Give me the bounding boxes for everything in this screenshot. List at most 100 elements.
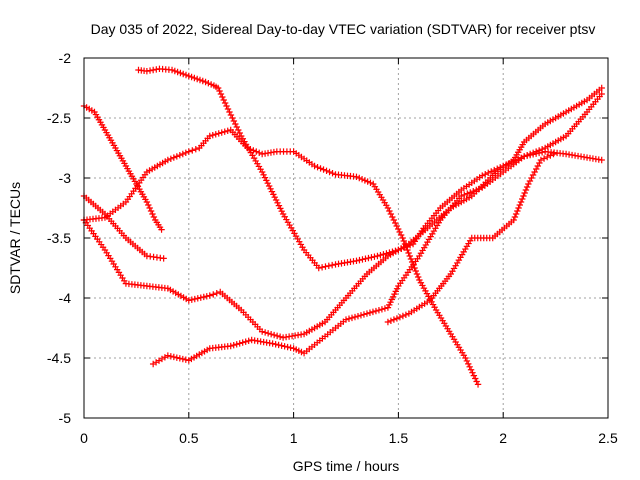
data-point-marker xyxy=(463,357,471,365)
data-point-marker xyxy=(371,253,378,260)
data-point-marker xyxy=(269,340,276,347)
data-point-marker xyxy=(535,147,543,154)
data-point-marker xyxy=(185,72,192,80)
data-point-marker xyxy=(215,130,222,137)
data-point-marker xyxy=(485,169,492,177)
data-point-marker xyxy=(173,354,181,361)
data-point-marker xyxy=(235,126,242,134)
x-tick-label: 2 xyxy=(499,430,507,446)
data-point-marker xyxy=(242,338,249,345)
data-point-marker xyxy=(253,148,260,155)
data-point-marker xyxy=(414,273,422,281)
y-tick-label: -2.5 xyxy=(47,110,71,126)
data-point-marker xyxy=(188,73,195,81)
data-point-marker xyxy=(180,70,187,78)
data-point-marker xyxy=(400,237,407,245)
data-point-marker xyxy=(322,263,329,270)
data-point-marker xyxy=(174,68,181,76)
y-tick-labels: -5 -4.5 -4 -3.5 -3 -2.5 -2 xyxy=(47,50,71,426)
data-point-marker xyxy=(160,255,167,262)
data-point-marker xyxy=(214,84,222,92)
data-point-marker xyxy=(147,207,155,215)
data-point-marker xyxy=(526,177,534,185)
data-point-marker xyxy=(364,178,371,185)
data-point-marker xyxy=(185,148,192,155)
data-point-marker xyxy=(320,166,327,173)
data-point-marker xyxy=(323,167,330,174)
x-tick-label: 1.5 xyxy=(389,430,409,446)
data-point-marker xyxy=(367,179,374,186)
x-axis-label: GPS time / hours xyxy=(293,458,400,474)
data-point-marker xyxy=(207,81,215,88)
x-tick-label: 1 xyxy=(290,430,298,446)
data-point-marker xyxy=(387,210,395,218)
data-point-marker xyxy=(158,226,165,233)
data-point-marker xyxy=(384,318,392,326)
data-point-marker xyxy=(217,90,225,98)
y-tick-label: -2 xyxy=(59,50,72,66)
data-point-marker xyxy=(358,176,366,183)
data-point-marker xyxy=(275,341,282,349)
data-point-marker xyxy=(381,305,389,312)
data-point-marker xyxy=(547,152,554,159)
y-axis-label: SDTVAR / TECUs xyxy=(7,182,23,294)
data-point-marker xyxy=(411,264,418,272)
data-point-marker xyxy=(258,168,266,176)
data-point-marker xyxy=(362,255,369,262)
data-point-marker xyxy=(351,313,359,321)
data-point-marker xyxy=(326,168,333,176)
data-point-marker xyxy=(275,202,283,209)
data-point-marker xyxy=(278,342,285,349)
data-point-marker xyxy=(164,352,172,359)
data-point-marker xyxy=(366,309,374,316)
y-tick-label: -4 xyxy=(59,290,72,306)
data-point-marker xyxy=(389,213,396,221)
data-point-marker xyxy=(354,312,362,320)
data-point-marker xyxy=(318,264,326,271)
data-point-marker xyxy=(529,171,537,179)
data-point-marker xyxy=(384,204,392,212)
data-point-marker xyxy=(467,189,474,196)
data-point-marker xyxy=(179,355,187,363)
data-point-marker xyxy=(276,333,284,340)
data-point-marker xyxy=(213,290,220,297)
data-point-marker xyxy=(230,341,237,349)
data-point-marker xyxy=(250,147,257,154)
chart-title: Day 035 of 2022, Sidereal Day-to-day VTE… xyxy=(91,21,596,37)
data-point-marker xyxy=(538,146,546,153)
data-point-marker xyxy=(537,156,545,164)
data-point-marker xyxy=(199,77,206,85)
data-point-marker xyxy=(223,102,230,110)
data-point-marker xyxy=(531,168,538,176)
series-arc-6 xyxy=(149,90,605,368)
data-point-marker xyxy=(209,131,216,139)
data-point-marker xyxy=(185,297,192,304)
data-point-marker xyxy=(221,128,228,135)
data-point-marker xyxy=(258,328,266,335)
x-tick-label: 0.5 xyxy=(179,430,199,446)
data-point-marker xyxy=(189,147,196,154)
data-point-marker xyxy=(532,148,540,155)
data-point-marker xyxy=(526,150,534,158)
data-point-marker xyxy=(356,256,363,264)
data-point-marker xyxy=(218,129,225,136)
data-point-marker xyxy=(528,174,535,182)
data-point-marker xyxy=(220,96,227,104)
data-point-marker xyxy=(356,174,363,182)
data-point-marker xyxy=(170,154,178,161)
data-point-marker xyxy=(515,204,522,212)
data-point-marker xyxy=(268,188,276,195)
data-point-marker xyxy=(261,329,269,336)
data-point-marker xyxy=(264,330,272,337)
data-point-marker xyxy=(494,165,501,172)
data-point-marker xyxy=(200,293,207,301)
data-point-marker xyxy=(182,149,190,156)
data-point-marker xyxy=(394,225,402,233)
data-point-marker xyxy=(353,257,360,264)
data-point-marker xyxy=(210,291,217,298)
data-point-marker xyxy=(177,69,184,77)
x-tick-label: 0 xyxy=(80,430,88,446)
data-point-marker xyxy=(194,295,201,302)
data-point-marker xyxy=(342,316,350,323)
data-point-marker xyxy=(317,165,324,172)
